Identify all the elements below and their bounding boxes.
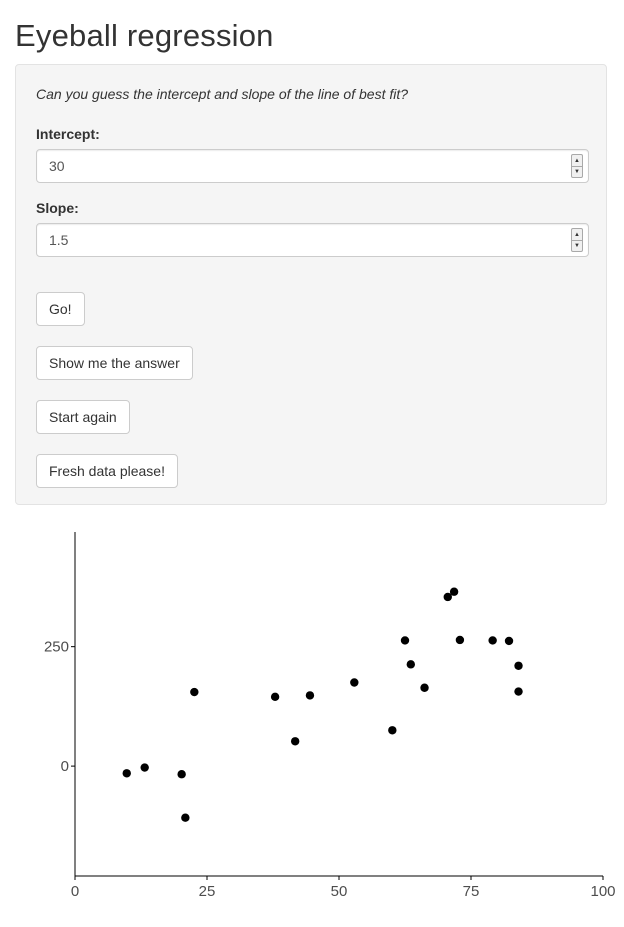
y-tick-label: 0 xyxy=(61,758,69,775)
data-point xyxy=(181,813,190,822)
data-point xyxy=(443,592,452,602)
data-point xyxy=(488,636,497,645)
x-tick-label: 100 xyxy=(590,883,615,900)
spin-up-icon[interactable]: ▲ xyxy=(572,229,582,241)
slope-spinner[interactable]: ▲ ▼ xyxy=(571,228,583,252)
question-text: Can you guess the intercept and slope of… xyxy=(36,86,409,102)
spin-down-icon[interactable]: ▼ xyxy=(574,242,580,249)
data-point xyxy=(449,587,459,596)
data-point xyxy=(514,687,523,696)
data-point xyxy=(290,737,300,746)
x-tick-label: 50 xyxy=(331,883,348,900)
page-title: Eyeball regression xyxy=(15,18,274,53)
slope-input[interactable]: 1.5 ▲ ▼ xyxy=(36,223,589,257)
intercept-label: Intercept: xyxy=(36,126,100,142)
data-point xyxy=(122,769,131,778)
data-point xyxy=(350,678,359,687)
data-point xyxy=(514,661,523,670)
go-button[interactable]: Go! xyxy=(36,292,85,326)
data-point xyxy=(140,763,149,772)
data-point xyxy=(400,636,410,645)
data-point xyxy=(455,635,465,645)
data-point xyxy=(190,687,199,697)
data-point xyxy=(406,660,416,669)
scatter-plot: 0 25 50 75 100 0 250 xyxy=(44,532,616,900)
data-point xyxy=(420,683,429,692)
intercept-input[interactable]: 30 ▲ ▼ xyxy=(36,149,589,183)
data-point xyxy=(270,692,280,702)
slope-label: Slope: xyxy=(36,200,79,216)
slope-value: 1.5 xyxy=(49,232,69,248)
x-tick-label: 0 xyxy=(71,883,79,900)
spin-down-icon[interactable]: ▼ xyxy=(574,168,580,175)
data-point xyxy=(305,691,315,700)
data-point xyxy=(177,770,186,779)
x-tick-label: 25 xyxy=(199,883,216,900)
fresh-data-button[interactable]: Fresh data please! xyxy=(36,454,178,488)
intercept-value: 30 xyxy=(49,158,65,174)
y-tick-label: 250 xyxy=(44,639,69,656)
intercept-spinner[interactable]: ▲ ▼ xyxy=(571,154,583,178)
input-panel: Can you guess the intercept and slope of… xyxy=(15,64,607,505)
data-point xyxy=(504,636,514,646)
x-tick-label: 75 xyxy=(463,883,480,900)
start-again-button[interactable]: Start again xyxy=(36,400,130,434)
spin-up-icon[interactable]: ▲ xyxy=(572,155,582,167)
data-point xyxy=(388,726,397,735)
show-answer-button[interactable]: Show me the answer xyxy=(36,346,193,380)
